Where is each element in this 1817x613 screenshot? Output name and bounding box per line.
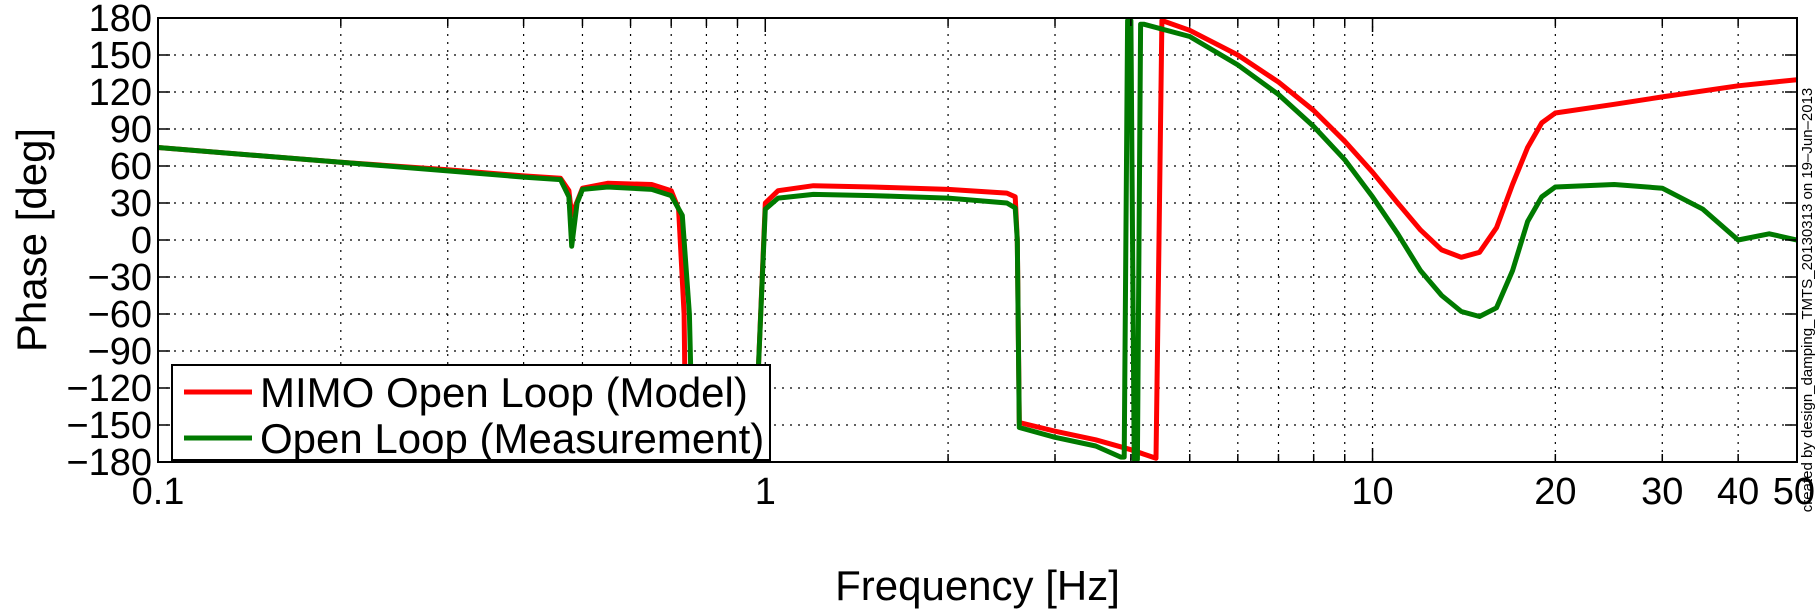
y-tick-label: 180: [89, 0, 152, 40]
x-tick-label: 10: [1351, 471, 1393, 513]
y-tick-label: 150: [89, 35, 152, 77]
y-tick-label: 30: [110, 183, 152, 225]
legend-box: [171, 364, 771, 461]
x-tick-label: 20: [1534, 471, 1576, 513]
y-tick-label: −90: [88, 331, 152, 373]
y-tick-label: −150: [66, 405, 152, 447]
x-tick-label: 0.1: [132, 471, 185, 513]
y-tick-label: 120: [89, 72, 152, 114]
tick-labels: 1801501209060300−30−60−90−120−150−1800.1…: [66, 0, 1815, 513]
y-tick-label: 60: [110, 146, 152, 188]
y-tick-label: 0: [131, 220, 152, 262]
series-layer: [158, 18, 1797, 462]
y-tick-label: 90: [110, 109, 152, 151]
x-tick-label: 1: [755, 471, 776, 513]
x-tick-label: 30: [1641, 471, 1683, 513]
legend: MIMO Open Loop (Model) Open Loop (Measur…: [171, 364, 771, 462]
legend-label-measurement: Open Loop (Measurement): [260, 415, 764, 462]
y-tick-label: −60: [88, 294, 152, 336]
y-tick-label: −120: [66, 368, 152, 410]
y-tick-label: −30: [88, 257, 152, 299]
legend-label-model: MIMO Open Loop (Model): [260, 369, 748, 416]
series-line-measurement: [158, 18, 1797, 462]
creation-note: created by design_damping_TMTS_20130313 …: [1799, 88, 1816, 512]
x-tick-label: 40: [1717, 471, 1759, 513]
series-line-model: [158, 18, 1797, 462]
y-tick-label: −180: [66, 442, 152, 484]
x-axis-title: Frequency [Hz]: [835, 562, 1120, 609]
x-tick-label: 50: [1773, 471, 1815, 513]
y-axis-title: Phase [deg]: [8, 128, 55, 352]
